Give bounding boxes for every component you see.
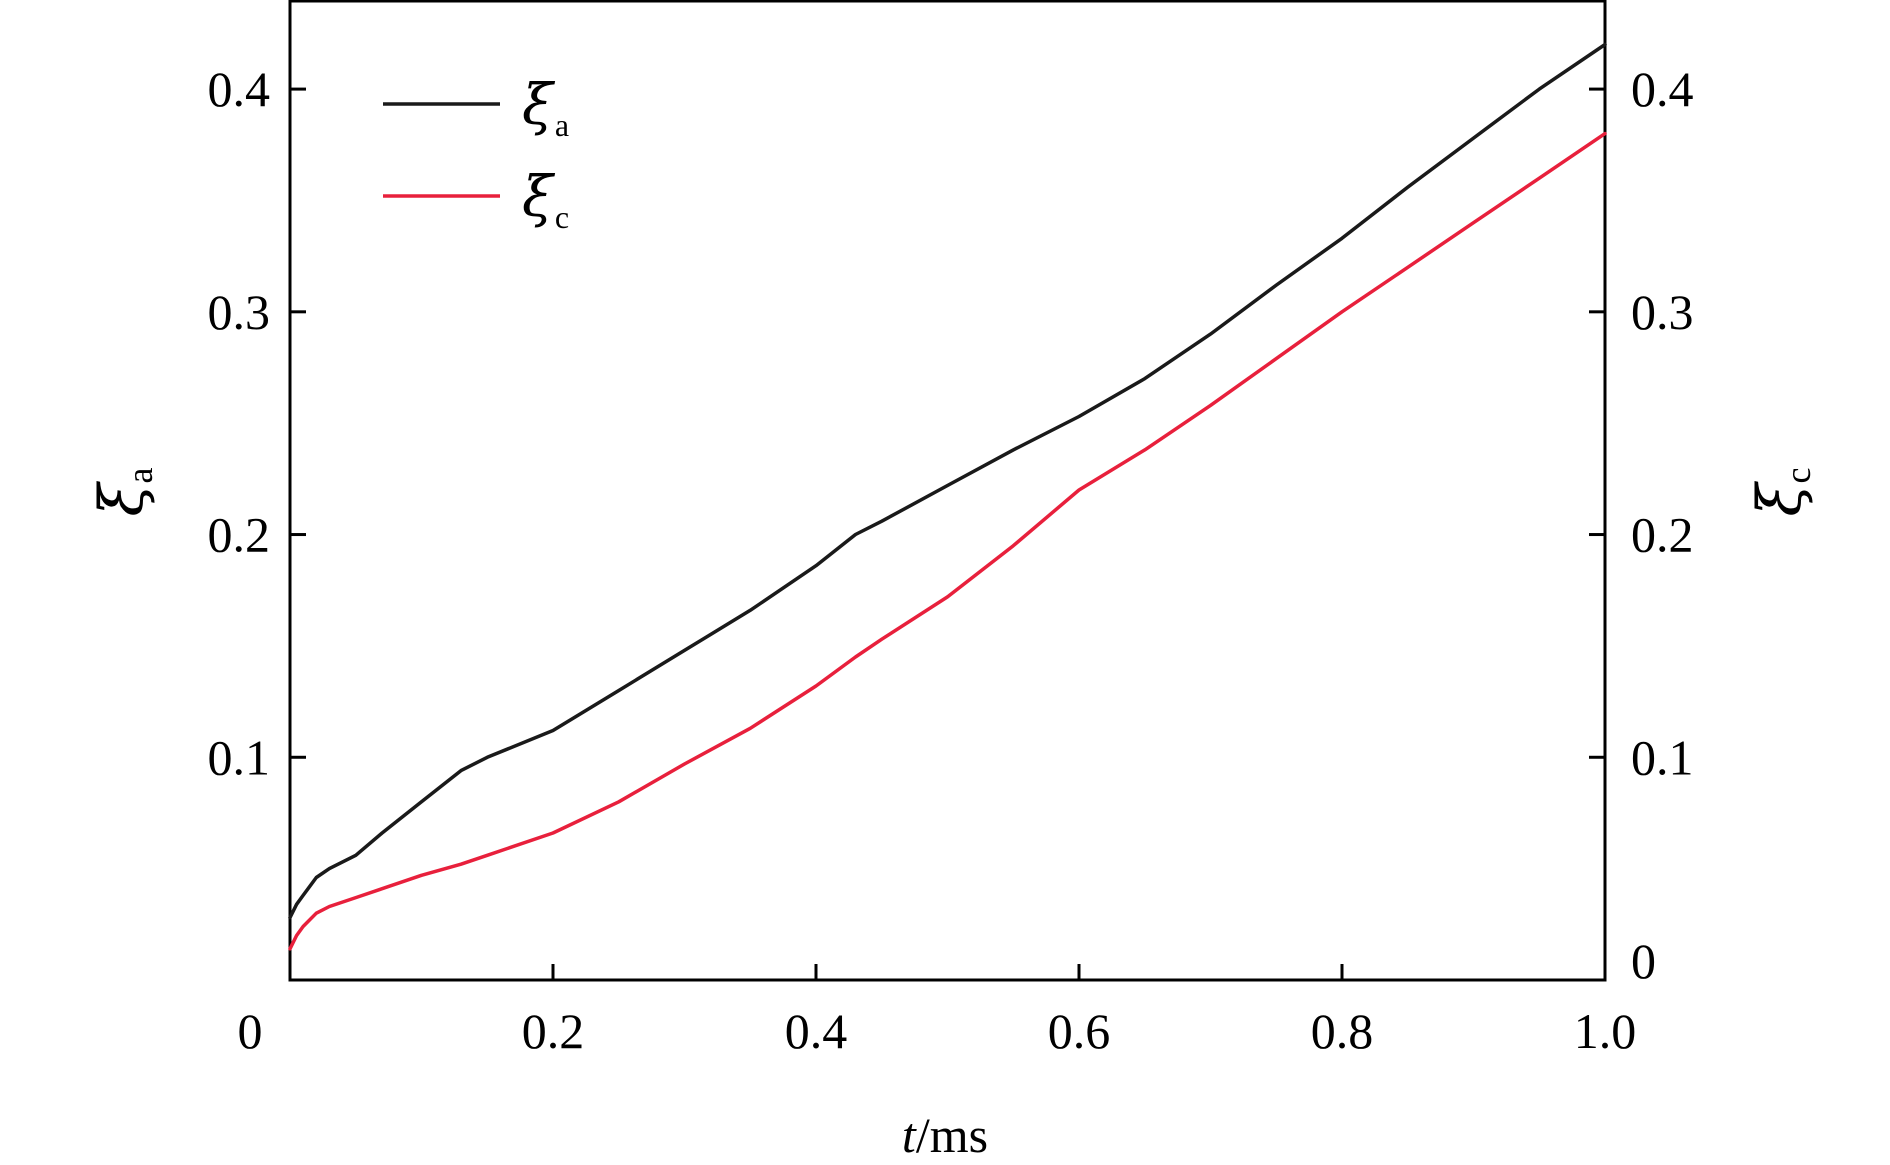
y-left-tick-label: 0.2 [208,507,271,563]
y-right-tick-label: 0.2 [1631,507,1694,563]
axis-ticks: 0.2 0.4 0.6 0.8 1.0 0 0.1 0.2 0.3 0.4 0 0.1 0.2 0.3 0.… [208,61,1694,1059]
y-left-tick-label: 0.3 [208,284,271,340]
legend-label-subscript: a [555,107,569,143]
x-tick-label: 0.6 [1048,1003,1111,1059]
x-origin-label: 0 [238,1003,263,1059]
y-axis-title-right: ξc [1745,467,1818,516]
series-line-a [288,42,1607,920]
x-tick-label: 1.0 [1574,1003,1637,1059]
x-axis-title-variable: t [902,1107,917,1163]
x-tick-label: 0.2 [522,1003,585,1059]
y-axis-title-left-subscript: a [120,467,160,483]
legend-label-subscript: c [555,199,569,235]
y-left-tick-label: 0.4 [208,61,271,117]
y-axis-title-left-symbol: ξ [87,481,157,517]
x-tick-label: 0.8 [1311,1003,1374,1059]
y-right-tick-label: 0 [1631,933,1656,989]
y-axis-title-right-subscript: c [1778,467,1818,483]
legend-label-symbol: ξ [522,165,556,230]
y-right-tick-label: 0.3 [1631,284,1694,340]
plot-area [288,0,1607,982]
x-axis-title-unit: /ms [916,1107,988,1163]
y-right-tick-label: 0.1 [1631,729,1694,785]
y-right-tick-label: 0.4 [1631,61,1694,117]
series-line-c [288,131,1607,951]
svg-text:ξc: ξc [1745,467,1818,516]
y-axis-title-right-symbol: ξ [1745,481,1815,517]
svg-text:ξa: ξa [87,467,160,516]
x-tick-label: 0.4 [785,1003,848,1059]
y-axis-title-left: ξa [87,467,160,516]
plot-frame [288,0,1607,982]
x-axis-title: t/ms [902,1107,988,1163]
series-lines [288,42,1607,951]
legend-label-c: ξc [522,165,569,235]
legend-label-symbol: ξ [522,73,556,138]
legend-label-a: ξa [522,73,569,143]
y-left-tick-label: 0.1 [208,729,271,785]
